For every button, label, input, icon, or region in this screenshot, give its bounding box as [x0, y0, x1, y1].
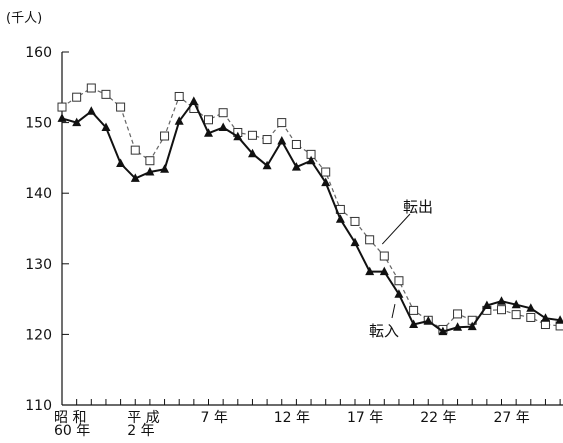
data-point-triangle — [394, 289, 404, 298]
data-point-square — [365, 235, 375, 245]
data-point-triangle — [72, 117, 82, 127]
data-point-triangle — [497, 296, 506, 305]
data-point-square — [291, 139, 301, 149]
y-tick-label: 150 — [25, 116, 52, 132]
data-point-square — [277, 118, 287, 128]
data-point-triangle — [145, 167, 155, 176]
data-point-triangle — [277, 136, 287, 145]
data-point-triangle — [350, 237, 360, 247]
data-point-square — [394, 276, 404, 286]
series-label-tenshutsu: 転出 — [403, 198, 433, 216]
data-point-triangle — [335, 214, 345, 223]
data-point-square — [116, 102, 126, 112]
data-point-square — [526, 312, 536, 322]
data-point-square — [247, 130, 257, 140]
data-point-square — [204, 115, 213, 125]
data-point-square — [453, 309, 463, 319]
y-tick-label: 160 — [25, 45, 52, 61]
data-point-square — [57, 102, 67, 112]
data-point-square — [72, 92, 82, 102]
series-label-tennyu: 転入 — [369, 322, 399, 340]
data-point-square — [497, 305, 506, 315]
y-tick-label: 120 — [25, 327, 52, 343]
data-point-triangle — [291, 162, 301, 171]
series-line — [61, 87, 561, 331]
data-point-triangle — [116, 158, 126, 167]
series-layer — [57, 83, 563, 336]
data-point-triangle — [467, 321, 477, 331]
y-tick-label: 130 — [25, 257, 52, 273]
data-point-triangle — [218, 122, 228, 131]
data-point-triangle — [86, 106, 96, 115]
data-point-triangle — [365, 266, 375, 276]
data-point-square — [160, 131, 170, 141]
y-axis-unit-label: (千人) — [6, 11, 42, 26]
data-point-triangle — [379, 266, 389, 276]
label-leader-line — [381, 213, 411, 245]
data-point-triangle — [409, 319, 419, 328]
y-tick-label: 110 — [25, 398, 52, 414]
data-point-square — [101, 89, 111, 99]
x-tick-label: 27 年 — [494, 410, 530, 426]
data-point-triangle — [321, 177, 331, 187]
data-point-square — [218, 108, 228, 118]
data-point-triangle — [453, 322, 463, 331]
data-point-triangle — [189, 96, 199, 105]
data-point-square — [145, 156, 155, 166]
data-point-square — [511, 310, 521, 320]
series-0 — [57, 83, 563, 334]
y-tick-label: 140 — [25, 186, 52, 202]
x-tick-label: 昭 和 60 年 — [54, 410, 90, 439]
data-point-triangle — [101, 122, 111, 131]
data-point-square — [130, 145, 140, 155]
data-point-triangle — [555, 315, 563, 324]
label-leader-line — [391, 304, 396, 319]
data-point-triangle — [160, 164, 170, 173]
x-tick-label: 17 年 — [347, 410, 383, 426]
x-tick-label: 7 年 — [201, 410, 228, 426]
data-point-square — [350, 216, 360, 226]
data-point-square — [262, 135, 272, 145]
x-tick-label: 22 年 — [420, 410, 456, 426]
data-point-triangle — [511, 299, 521, 309]
data-point-square — [379, 251, 389, 261]
data-point-triangle — [130, 173, 140, 182]
x-tick-label: 12 年 — [274, 410, 310, 426]
data-point-triangle — [438, 326, 448, 336]
data-point-triangle — [233, 131, 243, 141]
data-point-triangle — [248, 148, 257, 158]
data-point-triangle — [306, 155, 316, 165]
data-point-square — [409, 305, 419, 315]
data-point-square — [321, 167, 331, 177]
data-point-triangle — [482, 300, 492, 309]
data-point-triangle — [262, 160, 272, 170]
axes — [61, 52, 563, 406]
data-point-triangle — [57, 113, 67, 122]
series-1 — [57, 96, 563, 336]
series-line — [61, 99, 561, 333]
data-point-triangle — [174, 116, 184, 125]
data-point-square — [174, 91, 184, 101]
data-point-square — [86, 83, 96, 93]
data-point-triangle — [526, 303, 536, 312]
data-point-square — [540, 320, 550, 330]
y-axis-ticks: 160 150 140 130 120 110 — [25, 45, 69, 414]
data-point-triangle — [204, 128, 213, 137]
data-point-triangle — [541, 313, 550, 322]
data-point-triangle — [423, 316, 433, 325]
